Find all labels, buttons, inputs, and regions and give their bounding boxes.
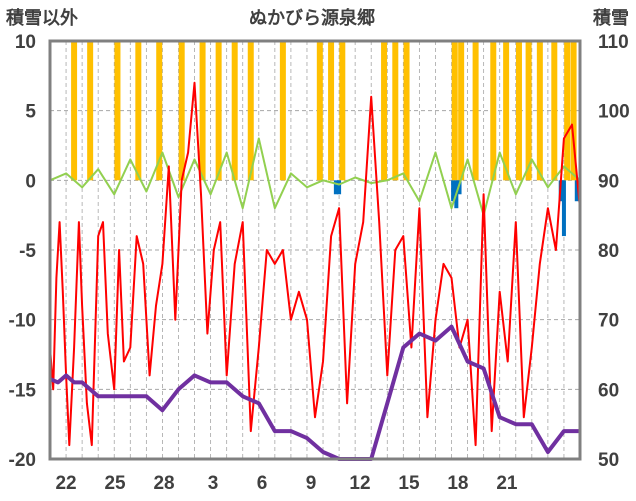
precip-bar	[156, 41, 163, 181]
y-right-tick-label: 100	[598, 102, 630, 123]
y-left-tick-label: -20	[9, 450, 36, 471]
precip-bar	[339, 41, 346, 181]
precip-bar	[231, 41, 238, 181]
snowfall-bar	[457, 180, 462, 195]
y-left-tick-label: -15	[9, 380, 37, 401]
precip-bar	[525, 41, 532, 181]
precip-bar	[515, 41, 522, 181]
snowfall-bar	[561, 180, 566, 237]
y-right-tick-label: 70	[598, 311, 619, 332]
right-axis-label: 積雪	[592, 7, 629, 29]
left-axis-label: 積雪以外	[5, 7, 78, 29]
snowfall-bars	[333, 180, 579, 237]
precip-bar	[199, 41, 206, 181]
precip-bar	[328, 41, 335, 181]
snowfall-bar	[574, 180, 579, 202]
precip-bar	[279, 41, 286, 181]
x-tick-label: 25	[104, 473, 126, 494]
y-left-tick-label: -5	[19, 241, 36, 262]
precip-bar	[71, 41, 78, 181]
precip-bar	[536, 41, 543, 181]
chart-title: ぬかびら源泉郷	[249, 7, 375, 29]
precip-bar	[403, 41, 410, 181]
precip-bar	[451, 41, 458, 181]
y-right-tick-label: 110	[598, 32, 629, 53]
wind-line	[49, 137, 581, 217]
temperature-line	[49, 81, 581, 447]
y-left-tick-label: 0	[25, 171, 36, 192]
y-left-tick-label: 10	[15, 32, 36, 53]
precip-bar	[316, 41, 323, 181]
precip-bar	[570, 41, 577, 181]
y-right-tick-label: 90	[598, 171, 619, 192]
x-tick-label: 6	[257, 473, 268, 494]
precip-bar	[381, 41, 388, 181]
y-right-tick-label: 50	[598, 450, 619, 471]
precip-bar	[215, 41, 222, 181]
snowfall-bar	[333, 180, 338, 195]
precip-bar	[114, 41, 121, 181]
x-tick-label: 22	[55, 473, 76, 494]
precip-bar	[247, 41, 254, 181]
snowfall-bar	[451, 180, 456, 202]
x-tick-label: 15	[398, 473, 420, 494]
precip-bar	[458, 41, 465, 181]
precip-bar	[490, 41, 497, 181]
snow-depth-line	[49, 324, 580, 461]
series-lines	[49, 81, 581, 461]
y-left-tick-label: 5	[25, 102, 36, 123]
precip-bar	[178, 41, 185, 181]
snowfall-bar	[337, 180, 342, 195]
y-right-tick-label: 60	[598, 380, 619, 401]
x-tick-label: 18	[447, 473, 468, 494]
precip-bar	[87, 41, 94, 181]
plot-frame	[48, 39, 582, 461]
x-tick-label: 28	[153, 473, 174, 494]
precip-bar	[564, 41, 571, 181]
precip-bar	[392, 41, 399, 181]
precip-bar	[503, 41, 510, 181]
precip-bar	[135, 41, 142, 181]
x-tick-label: 12	[349, 473, 370, 494]
x-tick-label: 3	[208, 473, 219, 494]
precip-bars	[71, 41, 577, 181]
y-right-tick-label: 80	[598, 241, 619, 262]
x-tick-label: 9	[306, 473, 317, 494]
y-left-tick-label: -10	[9, 311, 36, 332]
x-tick-label: 21	[496, 473, 518, 494]
precip-bar	[472, 41, 479, 181]
precip-bar	[551, 41, 558, 181]
